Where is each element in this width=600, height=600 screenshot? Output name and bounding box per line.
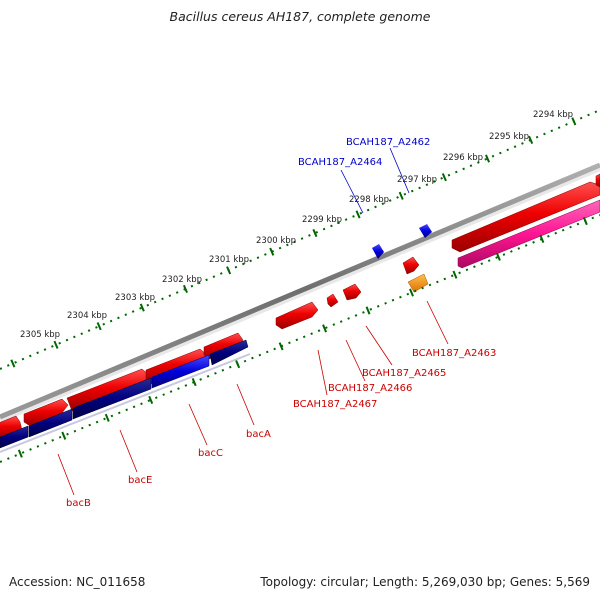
- cds-block: [72, 377, 152, 420]
- cds-arrow: [402, 256, 420, 275]
- ruler-major-tick: [441, 173, 447, 182]
- ruler-major-tick: [495, 252, 501, 261]
- outer-ruler-dots: [0, 109, 600, 370]
- label-leader-lines: [57, 147, 449, 496]
- cds-block: [151, 354, 210, 389]
- ruler-major-tick: [96, 322, 102, 331]
- cds-block: [209, 339, 249, 366]
- kbp-label: 2304 kbp: [67, 311, 107, 321]
- track-shadow: [0, 353, 251, 453]
- cds-arrow: [595, 173, 600, 188]
- gene-label: bacC: [198, 448, 223, 459]
- cds-arrow: [326, 293, 339, 308]
- leader-a2462: [389, 147, 410, 194]
- gene-label: BCAH187_A2463: [412, 348, 496, 359]
- ruler-major-tick: [104, 413, 110, 422]
- kbp-label: 2305 kbp: [20, 330, 60, 340]
- kbp-label: 2297 kbp: [397, 175, 437, 185]
- accession-text: Accession: NC_011658: [9, 575, 146, 589]
- gene-labels: BCAH187_A2462 BCAH187_A2464 BCAH187_A246…: [66, 137, 496, 509]
- rna-feature: [457, 199, 600, 269]
- orange-feature: [407, 273, 429, 293]
- leader-a2467: [317, 349, 328, 396]
- kbp-label: 2299 kbp: [302, 215, 342, 225]
- cds-arrow: [451, 181, 600, 253]
- leader-bacc: [188, 403, 208, 446]
- ruler-major-tick: [571, 117, 577, 126]
- kbp-label: 2300 kbp: [256, 236, 296, 246]
- ruler-major-tick: [355, 210, 361, 219]
- ruler-major-tick: [539, 234, 545, 244]
- blue-genes: [372, 224, 432, 259]
- ruler-major-tick: [582, 216, 588, 226]
- ruler-major-tick: [191, 377, 197, 387]
- cds-arrow: [342, 283, 362, 301]
- leader-baca: [236, 383, 255, 426]
- ruler-major-tick: [269, 247, 275, 256]
- backbone-line: [0, 162, 600, 420]
- gene-label: bacA: [246, 429, 271, 440]
- ruler-major-tick: [17, 449, 23, 458]
- leader-a2466: [345, 339, 366, 382]
- ruler-major-tick: [182, 284, 188, 294]
- kbp-label: 2296 kbp: [443, 153, 483, 163]
- inner-coordinate-ruler: [0, 214, 600, 463]
- gene-label: BCAH187_A2465: [362, 368, 446, 379]
- ruler-major-tick: [226, 266, 232, 275]
- kbp-label: 2298 kbp: [349, 195, 389, 205]
- ruler-major-tick: [148, 395, 154, 405]
- kbp-label: 2302 kbp: [162, 275, 202, 285]
- ruler-major-tick: [312, 228, 318, 238]
- leader-bace: [119, 429, 138, 473]
- kbp-label: 2295 kbp: [489, 132, 529, 142]
- leader-a2463: [426, 300, 449, 345]
- cds-block: [0, 425, 29, 449]
- ruler-major-tick: [485, 154, 491, 163]
- leader-a2464: [340, 169, 364, 214]
- outer-ruler-major-ticks: [10, 117, 577, 368]
- ruler-major-tick: [528, 135, 534, 144]
- gene-label: BCAH187_A2466: [328, 383, 412, 394]
- ruler-major-tick: [10, 359, 16, 368]
- kbp-labels: 2294 kbp 2295 kbp 2296 kbp 2297 kbp 2298…: [20, 110, 573, 340]
- kbp-label: 2303 kbp: [115, 293, 155, 303]
- ruler-major-tick: [235, 360, 241, 369]
- gene-arrow-a2464: [372, 244, 384, 259]
- map-title: Bacillus cereus AH187, complete genome: [169, 9, 431, 24]
- gene-arrow-a2462: [419, 224, 432, 238]
- gene-label: bacE: [128, 475, 152, 486]
- reverse-cds-track: [0, 199, 600, 453]
- genome-summary-text: Topology: circular; Length: 5,269,030 bp…: [260, 575, 590, 589]
- kbp-label: 2301 kbp: [209, 255, 249, 265]
- gene-label: bacB: [66, 498, 91, 509]
- leader-a2465: [365, 325, 393, 366]
- inner-ruler-dots: [0, 214, 600, 463]
- cds-arrow: [275, 301, 319, 330]
- ruler-major-tick: [365, 306, 371, 315]
- ruler-major-tick: [139, 303, 145, 312]
- ruler-major-tick: [278, 342, 284, 351]
- ruler-major-tick: [53, 340, 59, 349]
- ruler-major-tick: [452, 270, 458, 279]
- ruler-major-tick: [409, 288, 414, 297]
- gene-label: BCAH187_A2467: [293, 399, 377, 410]
- genome-backbone: [0, 162, 600, 423]
- backbone-shadow: [0, 165, 600, 423]
- ruler-major-tick: [398, 191, 404, 200]
- leader-bacb: [57, 453, 75, 496]
- inner-ruler-major-ticks: [17, 216, 588, 458]
- ruler-major-tick: [322, 324, 328, 333]
- gene-label: BCAH187_A2462: [346, 137, 430, 148]
- gene-label: BCAH187_A2464: [298, 157, 382, 168]
- cds-block: [28, 408, 73, 438]
- outer-coordinate-ruler: 2294 kbp 2295 kbp 2296 kbp 2297 kbp 2298…: [0, 109, 600, 370]
- ruler-major-tick: [61, 431, 67, 440]
- kbp-label: 2294 kbp: [533, 110, 573, 120]
